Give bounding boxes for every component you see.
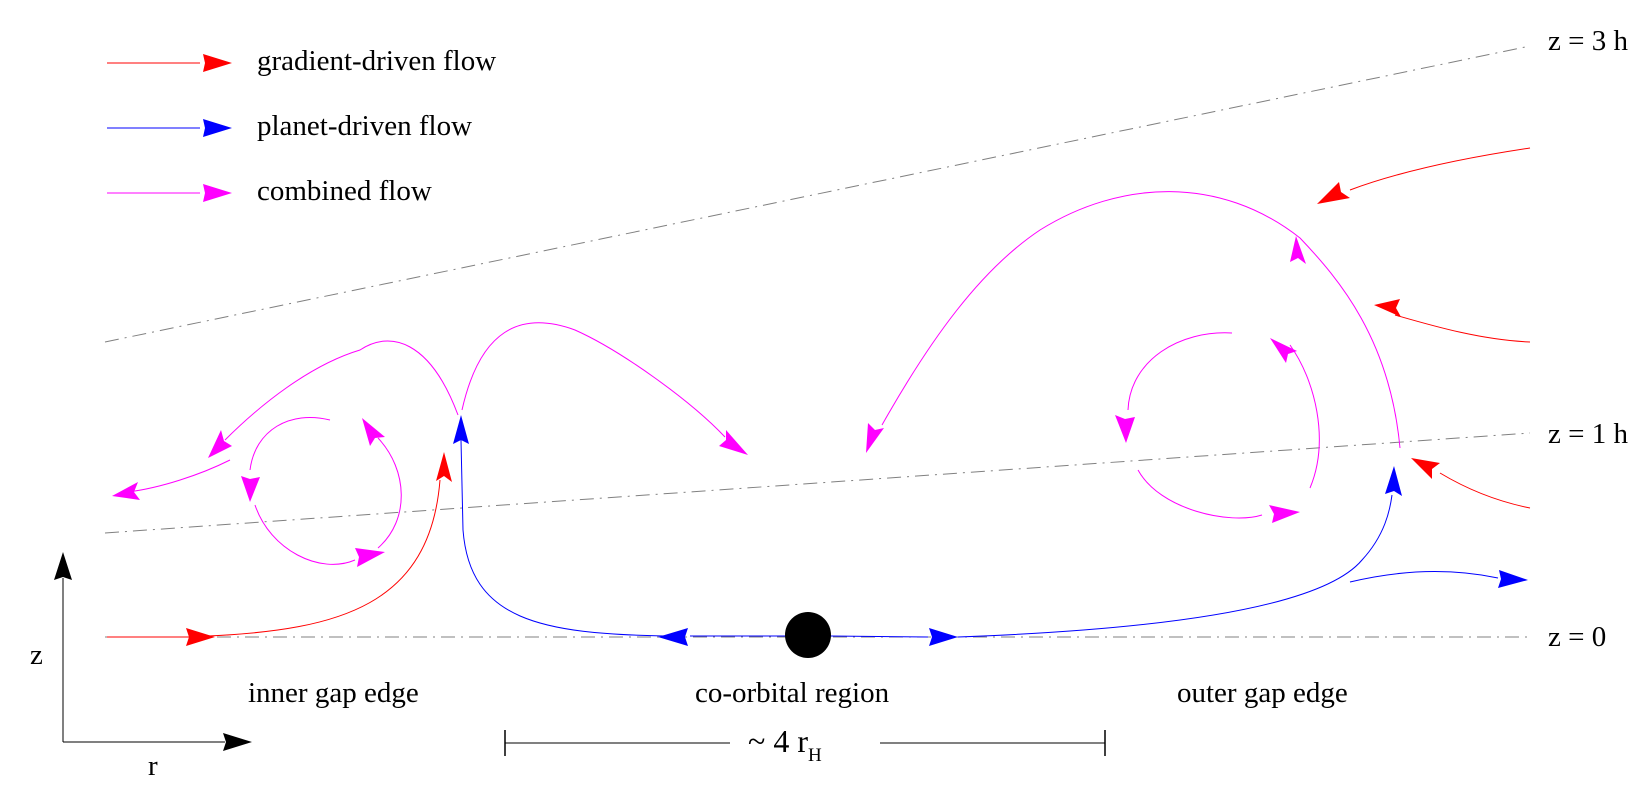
combined-arrowhead-outer-vortex-right (1270, 338, 1297, 363)
combined-arrowhead-inner-to-coorbital (719, 430, 748, 455)
gradient-flows (107, 147, 1531, 638)
legend-label-gradient: gradient-driven flow (257, 45, 496, 77)
gradient-flow-outer-mid (1394, 314, 1531, 343)
combined-arrowhead-inner-outflow (112, 482, 140, 500)
r-axis-label: r (148, 750, 158, 782)
label-z0: z = 0 (1548, 621, 1606, 653)
legend-item-gradient: gradient-driven flow (107, 45, 496, 77)
legend-arrowhead-gradient (203, 54, 232, 72)
scale-bar (504, 730, 1106, 756)
combined-flow-inner-vortex-bottom (254, 504, 356, 565)
region-label-coorbital: co-orbital region (695, 677, 890, 709)
r-axis-arrowhead (223, 733, 252, 751)
combined-arrowhead-inner-vortex-bottom (355, 548, 385, 567)
gradient-flow-outer-top (1349, 147, 1531, 191)
combined-flow-outer-vortex-bottom (1137, 469, 1263, 519)
planet-arrowhead-inner (453, 415, 469, 444)
label-z1: z = 1 h (1548, 418, 1628, 450)
combined-flow-inner-vortex-right (377, 437, 402, 549)
combined-flow-outer-large-loop (881, 191, 1401, 449)
gradient-arrowhead-outer-mid (1374, 299, 1401, 317)
combined-flow-inner-to-coorbital (461, 322, 726, 438)
combined-arrowhead-outer-top (1290, 236, 1306, 264)
planet-flow-midplane-right (829, 635, 929, 638)
planet-arrowhead-midplane-right (929, 628, 958, 646)
scale-label: ~ 4 rH (748, 723, 822, 766)
planet-flows (460, 439, 1499, 638)
planet-arrowhead-midplane-left (658, 628, 688, 646)
guide-line-z3 (104, 45, 1531, 343)
combined-arrowhead-outer-vortex-bottom (1269, 505, 1300, 523)
combined-flows (127, 191, 1401, 565)
legend-label-planet: planet-driven flow (257, 110, 472, 142)
region-label-outer: outer gap edge (1177, 677, 1348, 709)
scale-label-main: ~ 4 r (748, 723, 808, 759)
planet-flow-outer-escape (1349, 571, 1499, 583)
combined-arrowheads (112, 236, 1306, 567)
gradient-flow-outer-low (1439, 472, 1531, 509)
planet-flow-outer (957, 494, 1393, 638)
gradient-arrowhead-midplane (186, 628, 215, 646)
planet-arrowheads (453, 415, 1528, 646)
combined-flow-inner-outflow (127, 459, 231, 493)
combined-flow-outer-vortex-left (1127, 332, 1233, 411)
combined-flow-inner-upper-arc (224, 340, 459, 441)
combined-arrowhead-outer-large (866, 423, 884, 453)
region-label-inner: inner gap edge (248, 677, 419, 709)
scale-label-subscript: H (808, 745, 822, 766)
combined-arrowhead-inner-upper (208, 430, 232, 458)
combined-flow-outer-vortex-right (1289, 344, 1320, 489)
legend-label-combined: combined flow (257, 175, 432, 207)
legend-item-planet: planet-driven flow (107, 110, 472, 142)
planet-flow-inner (460, 439, 669, 637)
planet-arrowhead-outer-escape (1498, 570, 1528, 588)
legend-arrowhead-combined (203, 184, 232, 202)
legend: gradient-driven flow planet-driven flow … (107, 45, 496, 207)
label-z3: z = 3 h (1548, 25, 1628, 57)
planet-arrowhead-outer (1385, 466, 1402, 496)
combined-arrowhead-inner-vortex-left (241, 476, 260, 502)
planet-body (785, 612, 831, 658)
combined-arrowhead-outer-vortex-left (1115, 415, 1135, 443)
legend-item-combined: combined flow (107, 175, 432, 207)
legend-arrowhead-planet (203, 119, 232, 137)
z-axis-arrowhead (54, 552, 72, 580)
z-axis-label: z (30, 639, 43, 671)
gradient-arrowhead-outer-low (1411, 458, 1440, 479)
combined-flow-inner-vortex-top (249, 416, 331, 471)
gradient-arrowhead-outer-top (1317, 182, 1350, 204)
gradient-arrowhead-inner-rise (436, 452, 452, 482)
axes: z r (30, 552, 252, 782)
gradient-arrowheads (186, 182, 1440, 646)
guide-line-z1 (104, 432, 1531, 534)
combined-arrowhead-inner-vortex-right (362, 418, 385, 446)
gradient-flow-inner-rise (207, 479, 441, 637)
